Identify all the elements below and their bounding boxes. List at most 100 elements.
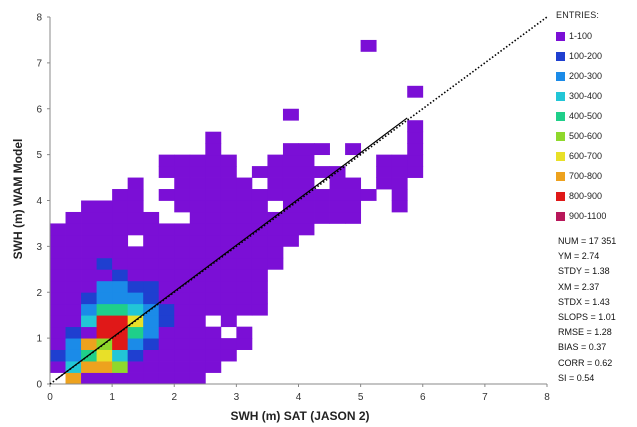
legend-item: 500-600 [556,126,636,146]
density-bin [174,269,191,282]
density-bin [174,326,191,339]
legend-title: ENTRIES: [556,10,600,20]
density-bin [205,200,222,213]
density-bin [96,326,113,339]
density-bin [407,120,424,133]
density-bin [65,257,82,270]
density-bin [267,177,284,190]
legend-item: 700-800 [556,166,636,186]
density-bin [205,257,222,270]
density-bin [174,257,191,270]
tick-labels: 0 1 2 3 4 5 6 7 8 0 1 2 3 4 5 6 7 8 [36,13,550,404]
stat-line: RMSE = 1.28 [558,327,612,338]
density-bin [236,211,253,224]
density-bin [50,223,66,236]
density-bin [112,292,129,305]
density-bin [112,372,129,385]
density-bin [391,200,408,213]
density-bin [220,177,237,190]
legend-item: 100-200 [556,46,636,66]
density-bin [174,189,191,201]
density-bin [236,326,253,339]
density-bin [236,200,253,213]
density-bin [220,189,237,201]
density-bin [236,257,253,270]
density-bin [220,315,237,328]
density-bin [127,372,144,385]
legend-label: 700-800 [569,171,603,181]
x-tick-label: 6 [420,392,426,403]
density-bin [158,280,175,293]
legend-swatch [556,131,565,141]
density-bin [174,154,191,167]
stat-line: YM = 2.74 [558,251,600,262]
density-bin [158,223,175,236]
density-bin [189,349,206,362]
density-bin [220,303,237,316]
density-bin [314,166,330,178]
density-bin [112,246,129,259]
density-bin [158,154,175,167]
density-bin [81,372,97,385]
density-bin [158,361,175,373]
density-bin [205,223,222,236]
density-bin [81,223,97,236]
density-bin [143,315,160,328]
density-bin [267,166,284,178]
density-bin [174,166,191,178]
density-bin [158,246,175,259]
density-bin [298,211,315,224]
density-bin [112,189,129,201]
y-tick-label: 3 [36,242,42,253]
density-bin [127,361,144,373]
density-bin [189,177,206,190]
density-bin [158,303,175,316]
density-bin [282,177,299,190]
density-bin [112,269,129,282]
density-bin [251,189,268,201]
density-bin [251,246,268,259]
density-bin [112,223,129,236]
density-bin [189,292,206,305]
density-bin [205,166,222,178]
density-bin [189,303,206,316]
density-bin [251,211,268,224]
density-bin [345,200,362,213]
density-bin [189,200,206,213]
density-bin [189,361,206,373]
density-bin [158,372,175,385]
density-bin [236,338,253,350]
density-bin [81,211,97,224]
legend-label: 400-500 [569,111,603,121]
legend-swatch [556,171,565,181]
density-bin [65,315,82,328]
density-bin [50,257,66,270]
density-bin [360,189,377,201]
density-bin [96,303,113,316]
density-bin [127,349,144,362]
legend-item: 1-100 [556,26,636,46]
density-bin [65,246,82,259]
density-bin [189,338,206,350]
density-bin [205,280,222,293]
legend-label: 100-200 [569,51,603,61]
density-bin [81,246,97,259]
density-bin [267,223,284,236]
density-bin [81,234,97,247]
density-bin [251,223,268,236]
density-bin [81,326,97,339]
density-bin [282,189,299,201]
x-tick-label: 5 [358,392,364,403]
density-bin [220,166,237,178]
density-bin [112,303,129,316]
density-bin [174,361,191,373]
density-bin [236,189,253,201]
density-bin [174,372,191,385]
density-bin [251,166,268,178]
density-bin [205,269,222,282]
density-bin [236,269,253,282]
density-bin [158,257,175,270]
density-bin [298,154,315,167]
x-tick-label: 3 [234,392,240,403]
density-bin [251,200,268,213]
